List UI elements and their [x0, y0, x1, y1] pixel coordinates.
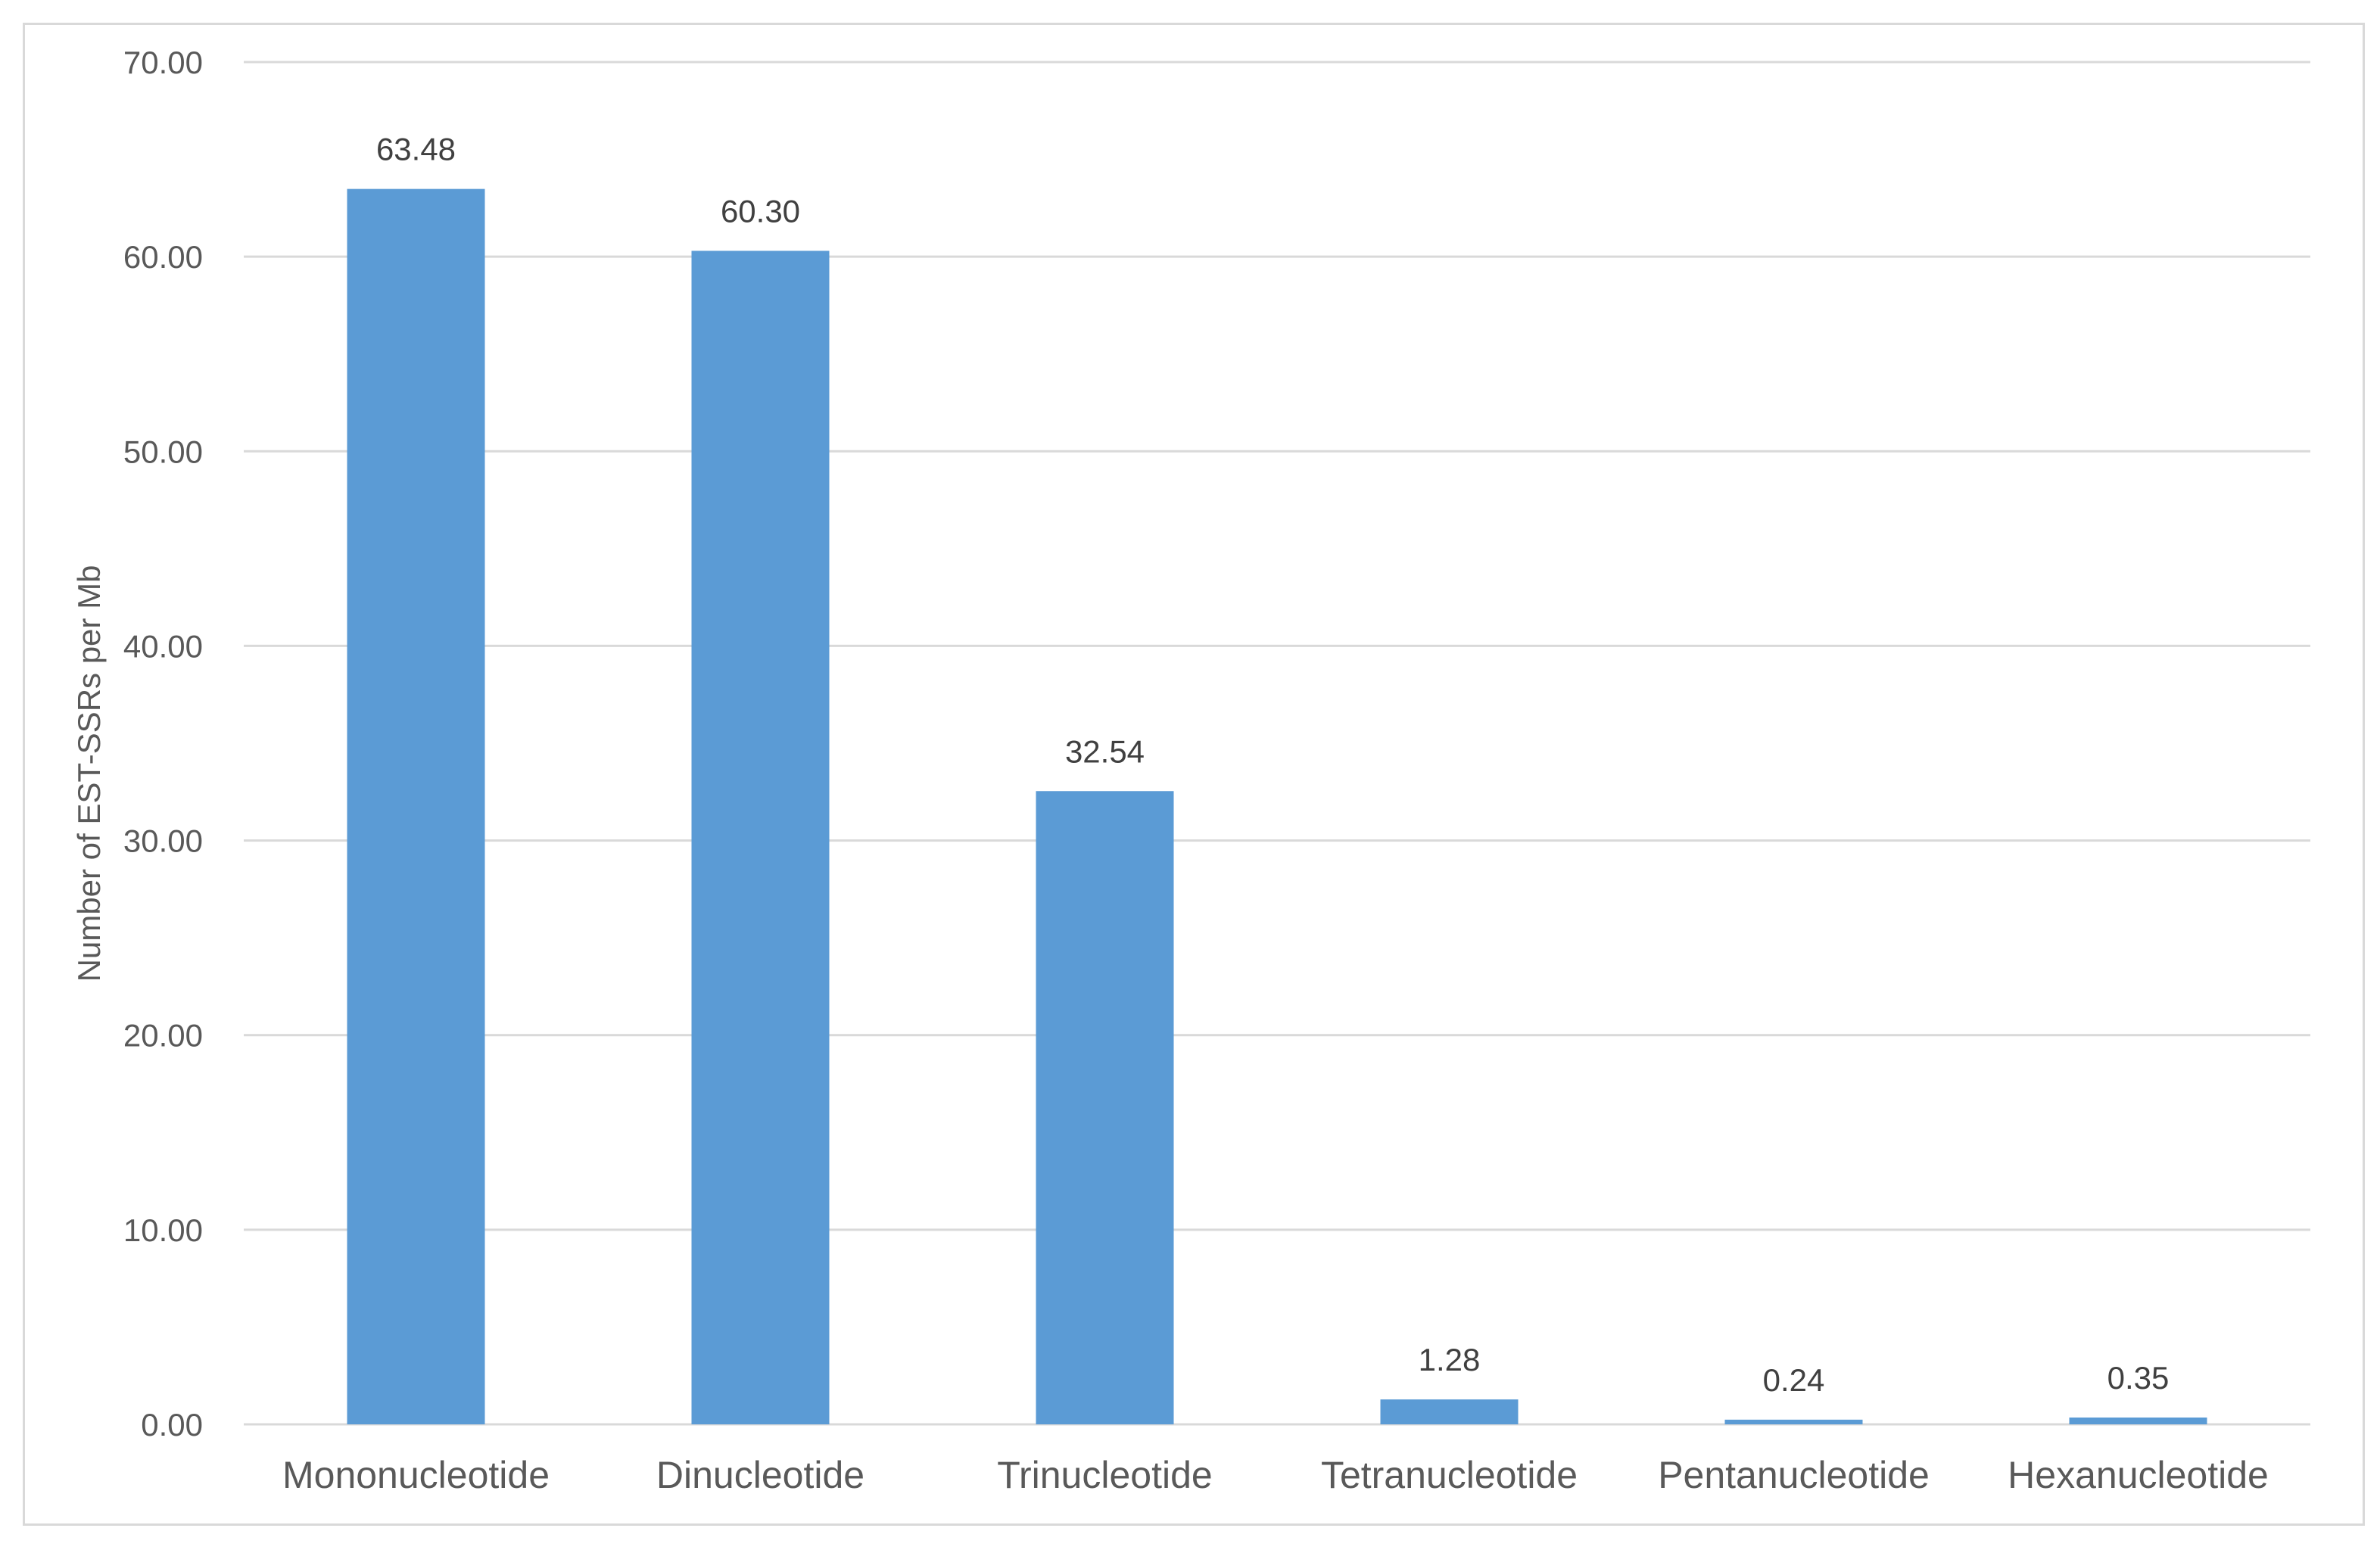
bar-trinucleotide	[1036, 791, 1174, 1424]
x-category-label: Mononucleotide	[282, 1454, 550, 1496]
bar-pentanucleotide	[1724, 1419, 1863, 1424]
y-tick-label: 0.00	[141, 1407, 203, 1443]
x-axis-categories: Mononucleotide Dinucleotide Trinucleotide T…	[282, 1454, 2269, 1496]
x-category-label: Hexanucleotide	[2008, 1454, 2269, 1496]
y-axis-ticks: 0.00 10.00 20.00 30.00 40.00 50.00 60.00 70.00	[123, 45, 203, 1443]
data-labels: 63.48 60.30 32.54 1.28 0.24 0.35	[376, 132, 2169, 1398]
gridlines	[244, 61, 2310, 1426]
x-category-label: Pentanucleotide	[1658, 1454, 1930, 1496]
y-tick-label: 20.00	[123, 1018, 203, 1053]
data-label-hexanucleotide: 0.35	[2107, 1360, 2170, 1396]
bar-tetranucleotide	[1380, 1399, 1519, 1424]
bar-hexanucleotide	[2069, 1418, 2207, 1424]
bar-dinucleotide	[691, 251, 830, 1424]
y-tick-label: 10.00	[123, 1212, 203, 1248]
data-label-dinucleotide: 60.30	[721, 193, 800, 229]
y-tick-label: 60.00	[123, 239, 203, 275]
data-label-trinucleotide: 32.54	[1065, 733, 1145, 769]
x-category-label: Tetranucleotide	[1321, 1454, 1578, 1496]
bars	[347, 188, 2207, 1425]
data-label-tetranucleotide: 1.28	[1419, 1342, 1481, 1377]
y-axis-title: Number of EST-SSRs per Mb	[71, 565, 107, 982]
y-tick-label: 30.00	[123, 823, 203, 859]
x-category-label: Dinucleotide	[656, 1454, 864, 1496]
y-tick-label: 40.00	[123, 628, 203, 664]
y-tick-label: 70.00	[123, 45, 203, 80]
y-tick-label: 50.00	[123, 434, 203, 469]
data-label-mononucleotide: 63.48	[376, 132, 456, 167]
bar-mononucleotide	[347, 188, 485, 1425]
x-category-label: Trinucleotide	[997, 1454, 1212, 1496]
data-label-pentanucleotide: 0.24	[1763, 1362, 1825, 1398]
